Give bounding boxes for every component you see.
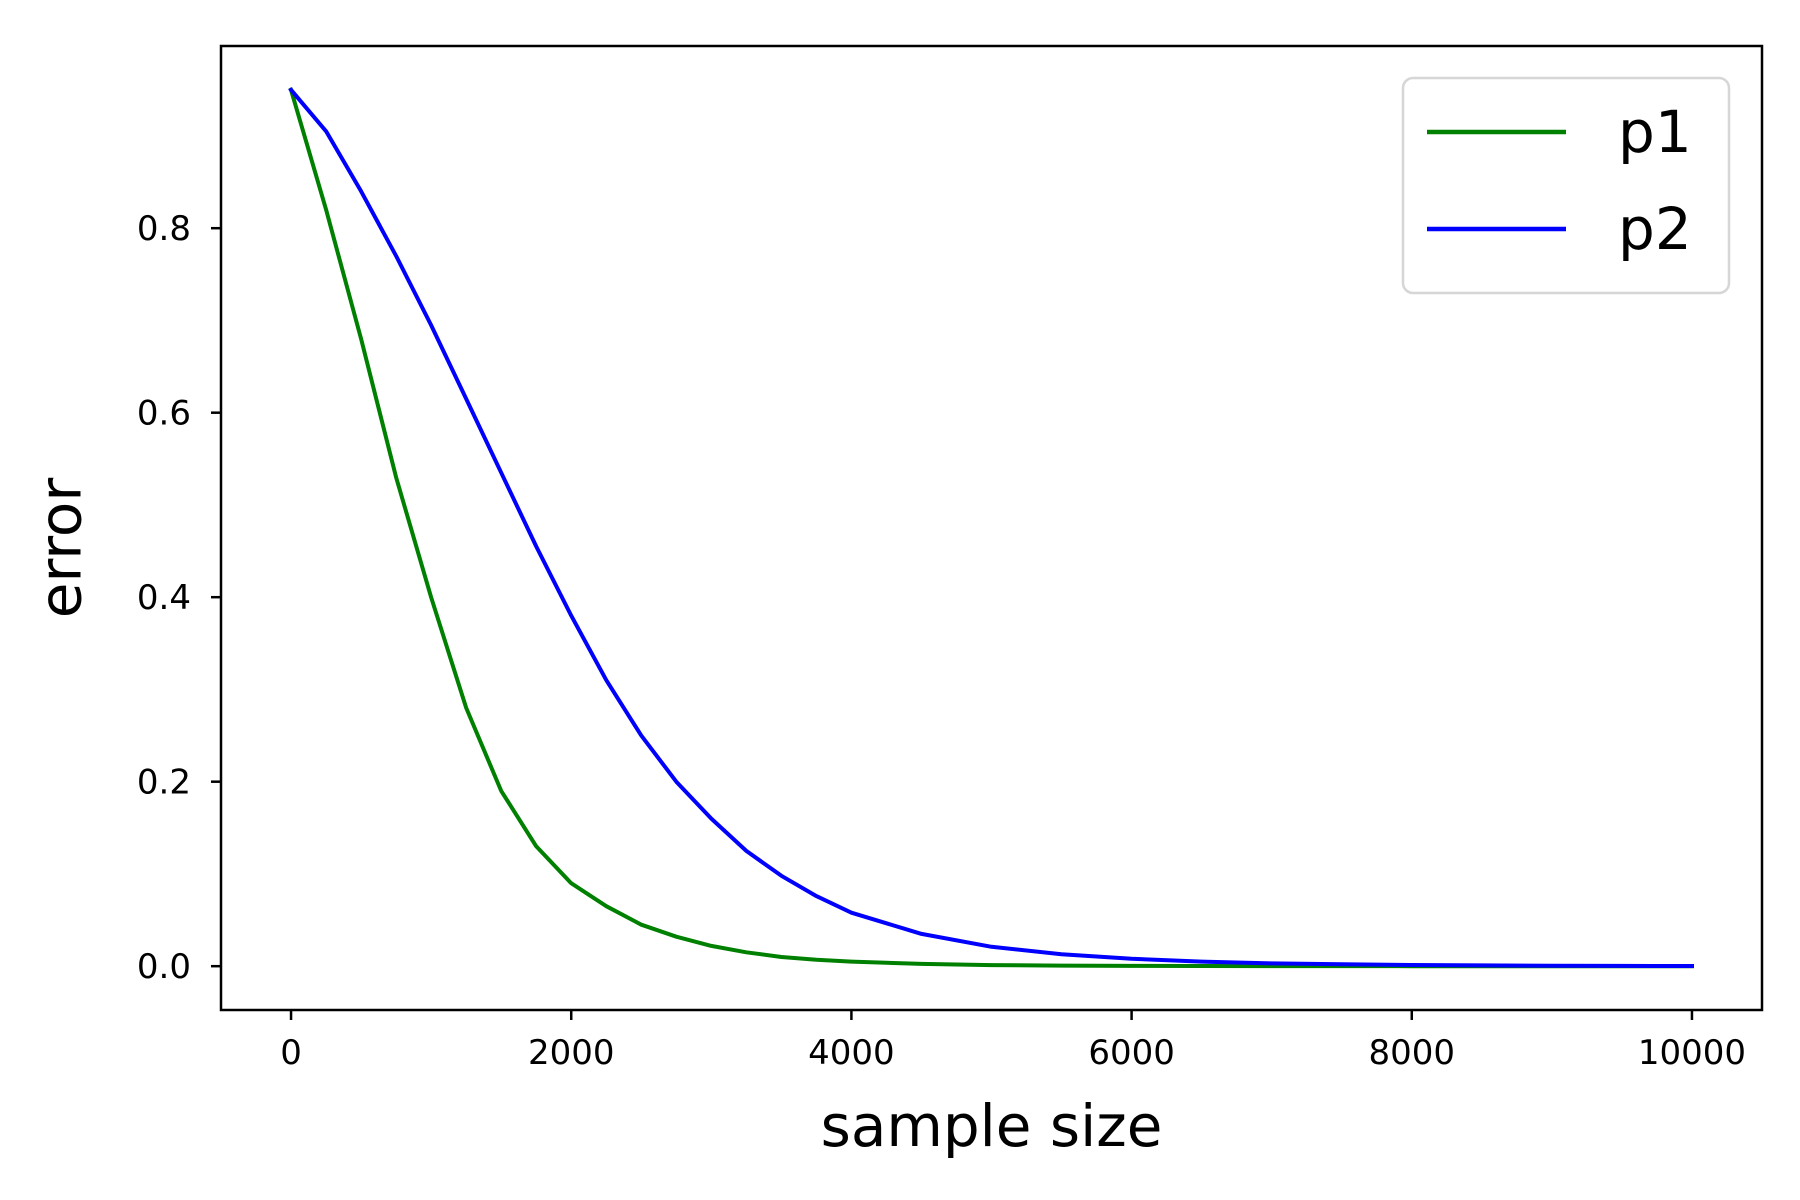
y-tick-label: 0.4 [137, 578, 191, 618]
y-axis-ticks: 0.0 0.2 0.4 0.6 0.8 [137, 209, 221, 987]
legend-label-p1: p1 [1618, 98, 1692, 166]
x-tick-label: 0 [280, 1033, 302, 1073]
legend-label-p2: p2 [1618, 195, 1692, 263]
x-tick-label: 4000 [808, 1033, 895, 1073]
y-tick-label: 0.6 [137, 394, 191, 434]
y-tick-label: 0.8 [137, 209, 191, 249]
y-tick-label: 0.0 [137, 947, 191, 987]
x-tick-label: 2000 [528, 1033, 615, 1073]
x-tick-label: 6000 [1088, 1033, 1175, 1073]
plot-frame [219, 44, 1764, 1012]
series-line-p2 [288, 86, 1695, 969]
x-tick-label: 8000 [1369, 1033, 1456, 1073]
x-axis-label: sample size [821, 1092, 1163, 1160]
x-tick-label: 10000 [1638, 1033, 1746, 1073]
plot-lines [288, 86, 1695, 969]
y-axis-label: error [26, 478, 94, 619]
x-axis-ticks: 0 2000 4000 6000 8000 10000 [280, 1010, 1746, 1073]
y-tick-label: 0.2 [137, 763, 191, 803]
